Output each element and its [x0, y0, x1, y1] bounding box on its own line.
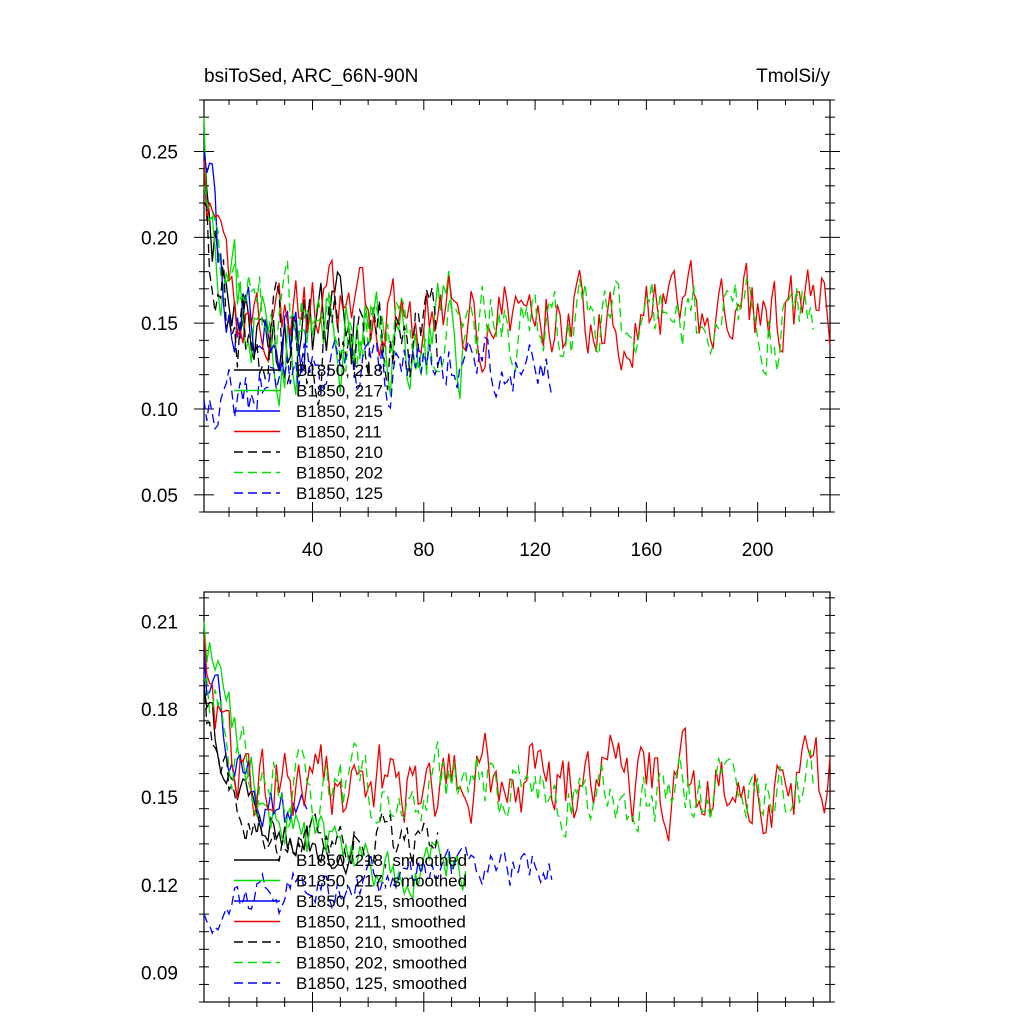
series-line: [203, 635, 831, 842]
chart-title: bsiToSed, ARC_66N-90N: [204, 66, 418, 87]
legend-label: B1850, 210, smoothed: [296, 933, 467, 952]
legend-label: B1850, 211: [296, 423, 382, 442]
x-tick-label: 160: [631, 540, 663, 561]
legend-label: B1850, 218: [296, 361, 383, 380]
x-tick-label: 200: [742, 540, 774, 561]
y-tick-label: 0.25: [141, 143, 178, 164]
legend-label: B1850, 125: [296, 484, 383, 503]
series-line: [203, 679, 439, 867]
series-line: [203, 336, 553, 431]
y-tick-label: 0.20: [141, 228, 178, 249]
y-tick-label: 0.10: [141, 400, 178, 421]
legend-label: B1850, 210: [296, 443, 383, 462]
legend-label: B1850, 215: [296, 402, 383, 421]
y-tick-label: 0.15: [141, 314, 178, 335]
legend-label: B1850, 215, smoothed: [296, 892, 467, 911]
series-line: [203, 845, 553, 935]
series-line: [203, 621, 467, 902]
y-tick-label: 0.05: [141, 486, 178, 507]
series-line: [203, 160, 831, 374]
plot-frame: [203, 591, 831, 1003]
legend-label: B1850, 217, smoothed: [296, 872, 467, 891]
series-line: [203, 685, 355, 876]
y-tick-label: 0.09: [141, 964, 178, 985]
legend-label: B1850, 217: [296, 382, 383, 401]
x-tick-label: 80: [413, 540, 434, 561]
series-line: [203, 202, 439, 406]
legend-label: B1850, 218, smoothed: [296, 851, 467, 870]
y-tick-label: 0.18: [141, 700, 178, 721]
y-tick-label: 0.15: [141, 788, 178, 809]
x-tick-label: 120: [519, 540, 551, 561]
series-line: [203, 185, 814, 377]
legend-label: B1850, 202, smoothed: [296, 954, 467, 973]
y-tick-label: 0.12: [141, 876, 178, 897]
y-tick-label: 0.21: [141, 612, 178, 633]
legend-label: B1850, 211, smoothed: [296, 913, 466, 932]
x-tick-label: 40: [302, 540, 323, 561]
series-line: [203, 678, 814, 839]
units-label: TmolSi/y: [756, 66, 830, 87]
legend-label: B1850, 202: [296, 464, 383, 483]
top-panel: bsiToSed, ARC_66N-90N TmolSi/y 40 80 120 16…: [141, 66, 840, 561]
bottom-panel: 0.09 0.12 0.15 0.18 0.21 B1850, 218, smoothed…: [141, 591, 835, 1012]
legend-label: B1850, 125, smoothed: [296, 974, 467, 993]
